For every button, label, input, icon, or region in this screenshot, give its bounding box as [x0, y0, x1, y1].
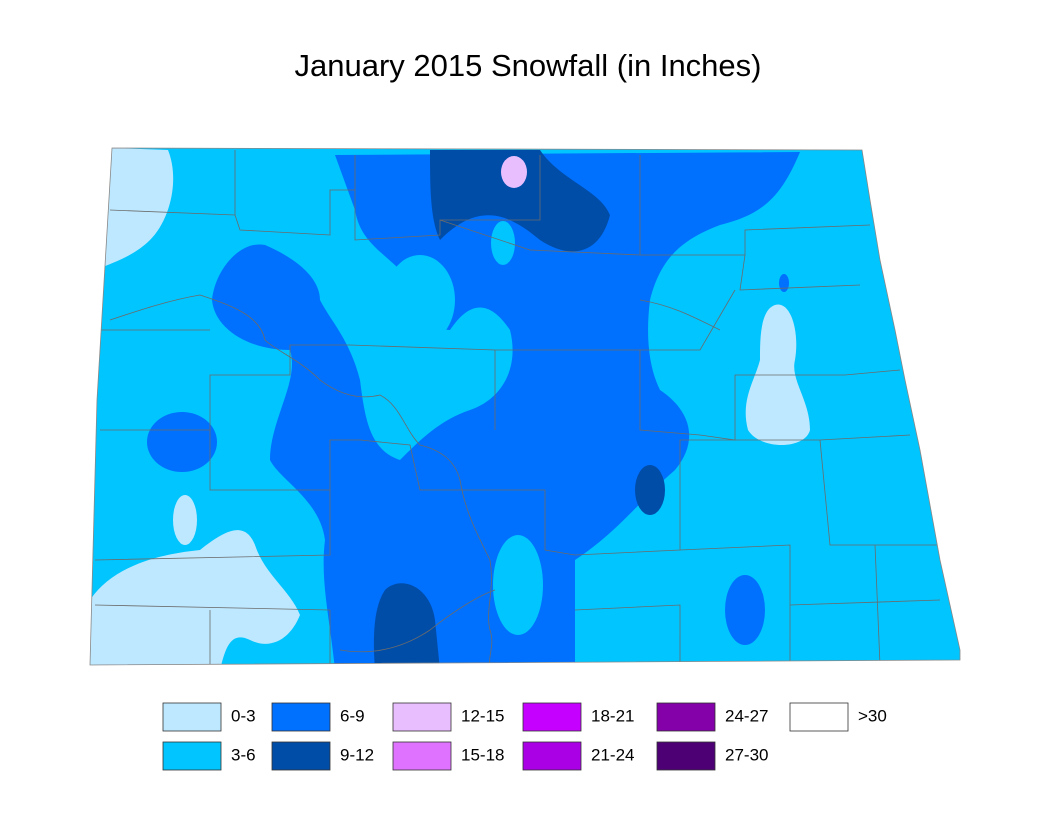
- region: [212, 152, 800, 665]
- legend-label: >30: [858, 706, 887, 725]
- county-lines: [94, 150, 941, 665]
- legend-swatch: [656, 702, 716, 732]
- state-outline: [89, 147, 961, 666]
- legend-label: 24-27: [725, 706, 768, 725]
- region: [173, 495, 197, 545]
- legend-label: 6-9: [340, 706, 365, 725]
- legend-label: 0-3: [231, 706, 256, 725]
- region: [635, 465, 665, 515]
- region: [147, 412, 217, 472]
- legend-label: 21-24: [591, 745, 634, 764]
- legend-swatch: [271, 702, 331, 732]
- legend-label: 27-30: [725, 745, 768, 764]
- legend-label: 9-12: [340, 745, 374, 764]
- legend-label: 15-18: [461, 745, 504, 764]
- legend-label: 3-6: [231, 745, 256, 764]
- legend-label: 12-15: [461, 706, 504, 725]
- legend-swatch: [392, 702, 452, 732]
- region: [100, 148, 174, 268]
- legend-swatch: [522, 741, 582, 771]
- region: [501, 156, 527, 188]
- region: [430, 150, 610, 252]
- legend-label: 18-21: [591, 706, 634, 725]
- legend-swatch: [522, 702, 582, 732]
- legend-swatch: [162, 741, 222, 771]
- snowfall-map: [90, 148, 960, 665]
- region: [493, 535, 543, 635]
- legend: 0-3 3-6 6-9 9-12 12-15 15-18 18-21 21-24 24-27 27…: [162, 702, 887, 771]
- region: [90, 530, 300, 665]
- region: [779, 274, 789, 292]
- legend-swatch: [656, 741, 716, 771]
- legend-swatch: [162, 702, 222, 732]
- legend-swatch: [392, 741, 452, 771]
- legend-swatch: [271, 741, 331, 771]
- region: [491, 221, 515, 265]
- title: January 2015 Snowfall (in Inches): [295, 48, 762, 83]
- region: [385, 255, 455, 345]
- region: [725, 575, 765, 645]
- legend-swatch: [789, 702, 849, 732]
